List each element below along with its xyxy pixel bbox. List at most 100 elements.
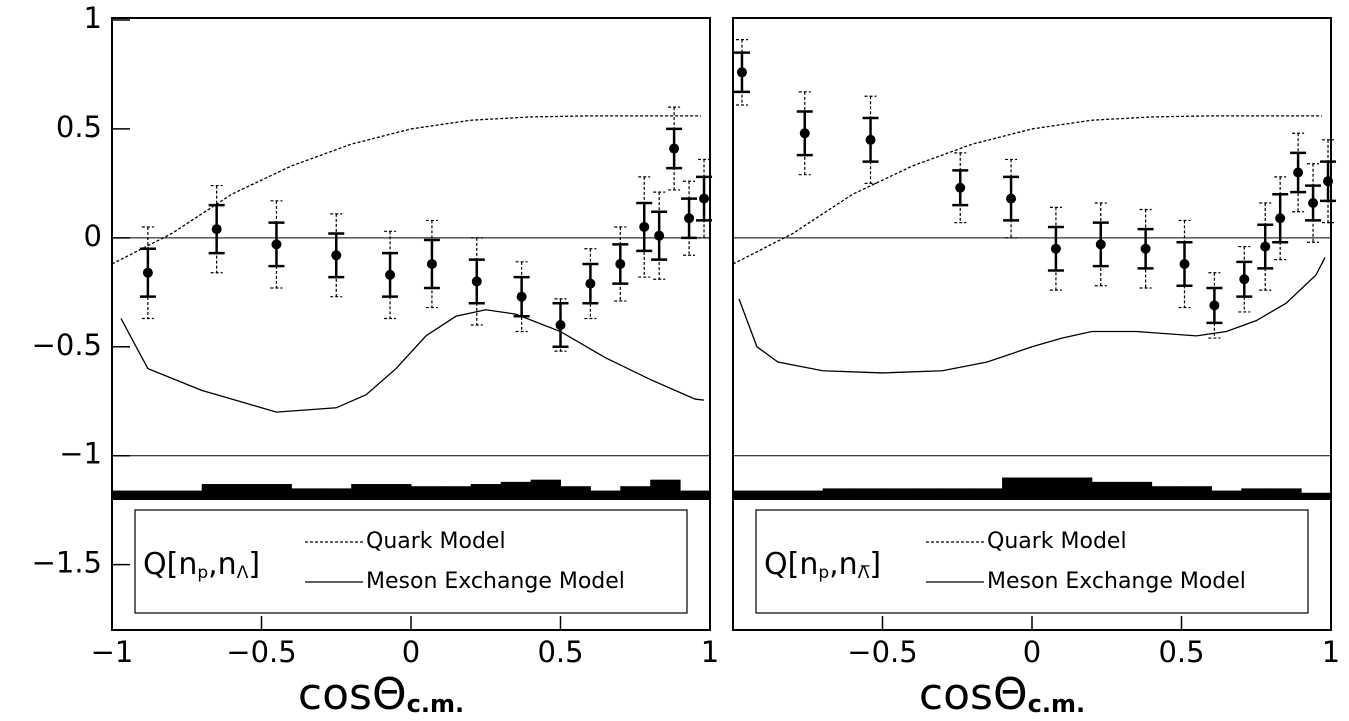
x-axis-label-main: cosΘ	[298, 669, 407, 720]
acceptance-bar	[411, 486, 442, 500]
acceptance-bar	[1032, 477, 1063, 500]
sys-error-bar	[270, 200, 283, 289]
legend-box	[134, 509, 688, 614]
legend-title: Q[np,nΛ]	[143, 547, 260, 584]
legend-label: Quark Model	[366, 529, 506, 554]
acceptance-bar	[590, 490, 621, 500]
sys-error-bar	[954, 152, 967, 224]
x-axis-label-sub: c.m.	[407, 690, 464, 718]
acceptance-bar	[470, 484, 502, 500]
data-point	[142, 267, 153, 278]
acceptance-bar	[440, 486, 472, 500]
data-point	[669, 143, 680, 154]
x-axis-label: cosΘc.m.	[298, 669, 464, 720]
model-curve	[732, 115, 1323, 265]
acceptance-bar	[762, 490, 794, 500]
sys-error-bar	[1292, 132, 1305, 213]
legend-box	[755, 509, 1309, 614]
legend-label: Meson Exchange Model	[366, 569, 625, 594]
data-point	[1050, 243, 1061, 254]
y-tick-label: −1	[59, 437, 102, 471]
data-point	[1239, 274, 1250, 285]
y-tick-label: −1.5	[32, 546, 102, 580]
acceptance-bar	[733, 490, 764, 500]
data-point	[736, 67, 747, 78]
acceptance-bar	[1121, 481, 1153, 500]
model-curve	[120, 309, 705, 413]
acceptance-bar	[620, 486, 651, 500]
acceptance-bar	[500, 481, 532, 500]
data-point	[271, 239, 282, 250]
legend-title-part: ,n	[208, 547, 237, 582]
data-point	[639, 221, 650, 232]
data-point	[426, 259, 437, 269]
legend-title-part: Q[n	[143, 547, 197, 582]
acceptance-bar	[852, 488, 883, 500]
acceptance-bar	[822, 488, 854, 500]
data-point	[684, 213, 695, 224]
data-point	[471, 276, 482, 287]
legend-title-part: Q[n	[764, 547, 818, 582]
sys-error-bar	[1307, 163, 1320, 243]
data-point	[516, 291, 527, 302]
acceptance-bar	[560, 486, 591, 500]
acceptance-bar	[1181, 486, 1212, 500]
x-tick-label: 0	[402, 635, 420, 669]
model-curve	[738, 257, 1326, 374]
data-point	[1006, 193, 1017, 204]
acceptance-bar	[231, 484, 262, 500]
y-tick-label: 1	[84, 1, 102, 35]
x-tick-label: 0	[1023, 635, 1041, 669]
x-axis-label-sub: c.m.	[1028, 690, 1085, 718]
data-point	[1275, 213, 1286, 224]
x-tick-label: 1	[701, 635, 719, 669]
x-tick-label: 0.5	[1158, 635, 1204, 669]
x-axis-label: cosΘc.m.	[919, 669, 1085, 720]
data-point	[799, 128, 810, 139]
acceptance-bar	[112, 490, 143, 500]
acceptance-bar	[1061, 477, 1093, 500]
acceptance-bar	[141, 490, 173, 500]
sys-error-bar	[384, 230, 397, 320]
acceptance-bar	[1271, 488, 1302, 500]
acceptance-bar	[882, 488, 913, 500]
x-tick-label: −0.5	[847, 635, 917, 669]
acceptance-bar	[1002, 477, 1033, 500]
x-tick-label: 1	[1322, 635, 1340, 669]
y-tick-label: 0.5	[56, 110, 102, 144]
acceptance-bar	[171, 490, 203, 500]
acceptance-bar	[201, 484, 233, 500]
data-point	[585, 278, 596, 289]
acceptance-bar	[912, 488, 943, 500]
acceptance-bar	[650, 479, 681, 500]
acceptance-bar	[972, 488, 1003, 500]
data-point	[211, 224, 222, 235]
sys-error-bar	[470, 237, 483, 326]
data-point	[1179, 259, 1190, 269]
data-point	[955, 182, 966, 193]
acceptance-bar	[530, 479, 561, 500]
sys-error-bar	[698, 158, 711, 239]
legend-label: Meson Exchange Model	[987, 569, 1246, 594]
acceptance-bar	[1091, 481, 1123, 500]
y-tick-label: 0	[84, 219, 102, 253]
y-tick-label: −0.5	[32, 328, 102, 362]
acceptance-bar	[261, 484, 292, 500]
data-point	[1293, 167, 1304, 178]
acceptance-bar	[792, 490, 824, 500]
x-tick-label: −0.5	[226, 635, 296, 669]
data-point	[555, 320, 566, 330]
sys-error-bar	[1178, 219, 1191, 309]
sys-error-bar	[653, 191, 666, 280]
data-point	[1140, 243, 1151, 254]
data-point	[1323, 176, 1334, 187]
legend-title-part: p	[197, 563, 208, 583]
acceptance-bar	[321, 488, 352, 500]
data-point	[1209, 300, 1220, 311]
legend-title-part: Λ	[237, 563, 249, 583]
sys-error-bar	[584, 248, 597, 320]
acceptance-bar	[680, 490, 711, 500]
acceptance-bar	[1151, 486, 1182, 500]
legend-label: Quark Model	[987, 529, 1127, 554]
